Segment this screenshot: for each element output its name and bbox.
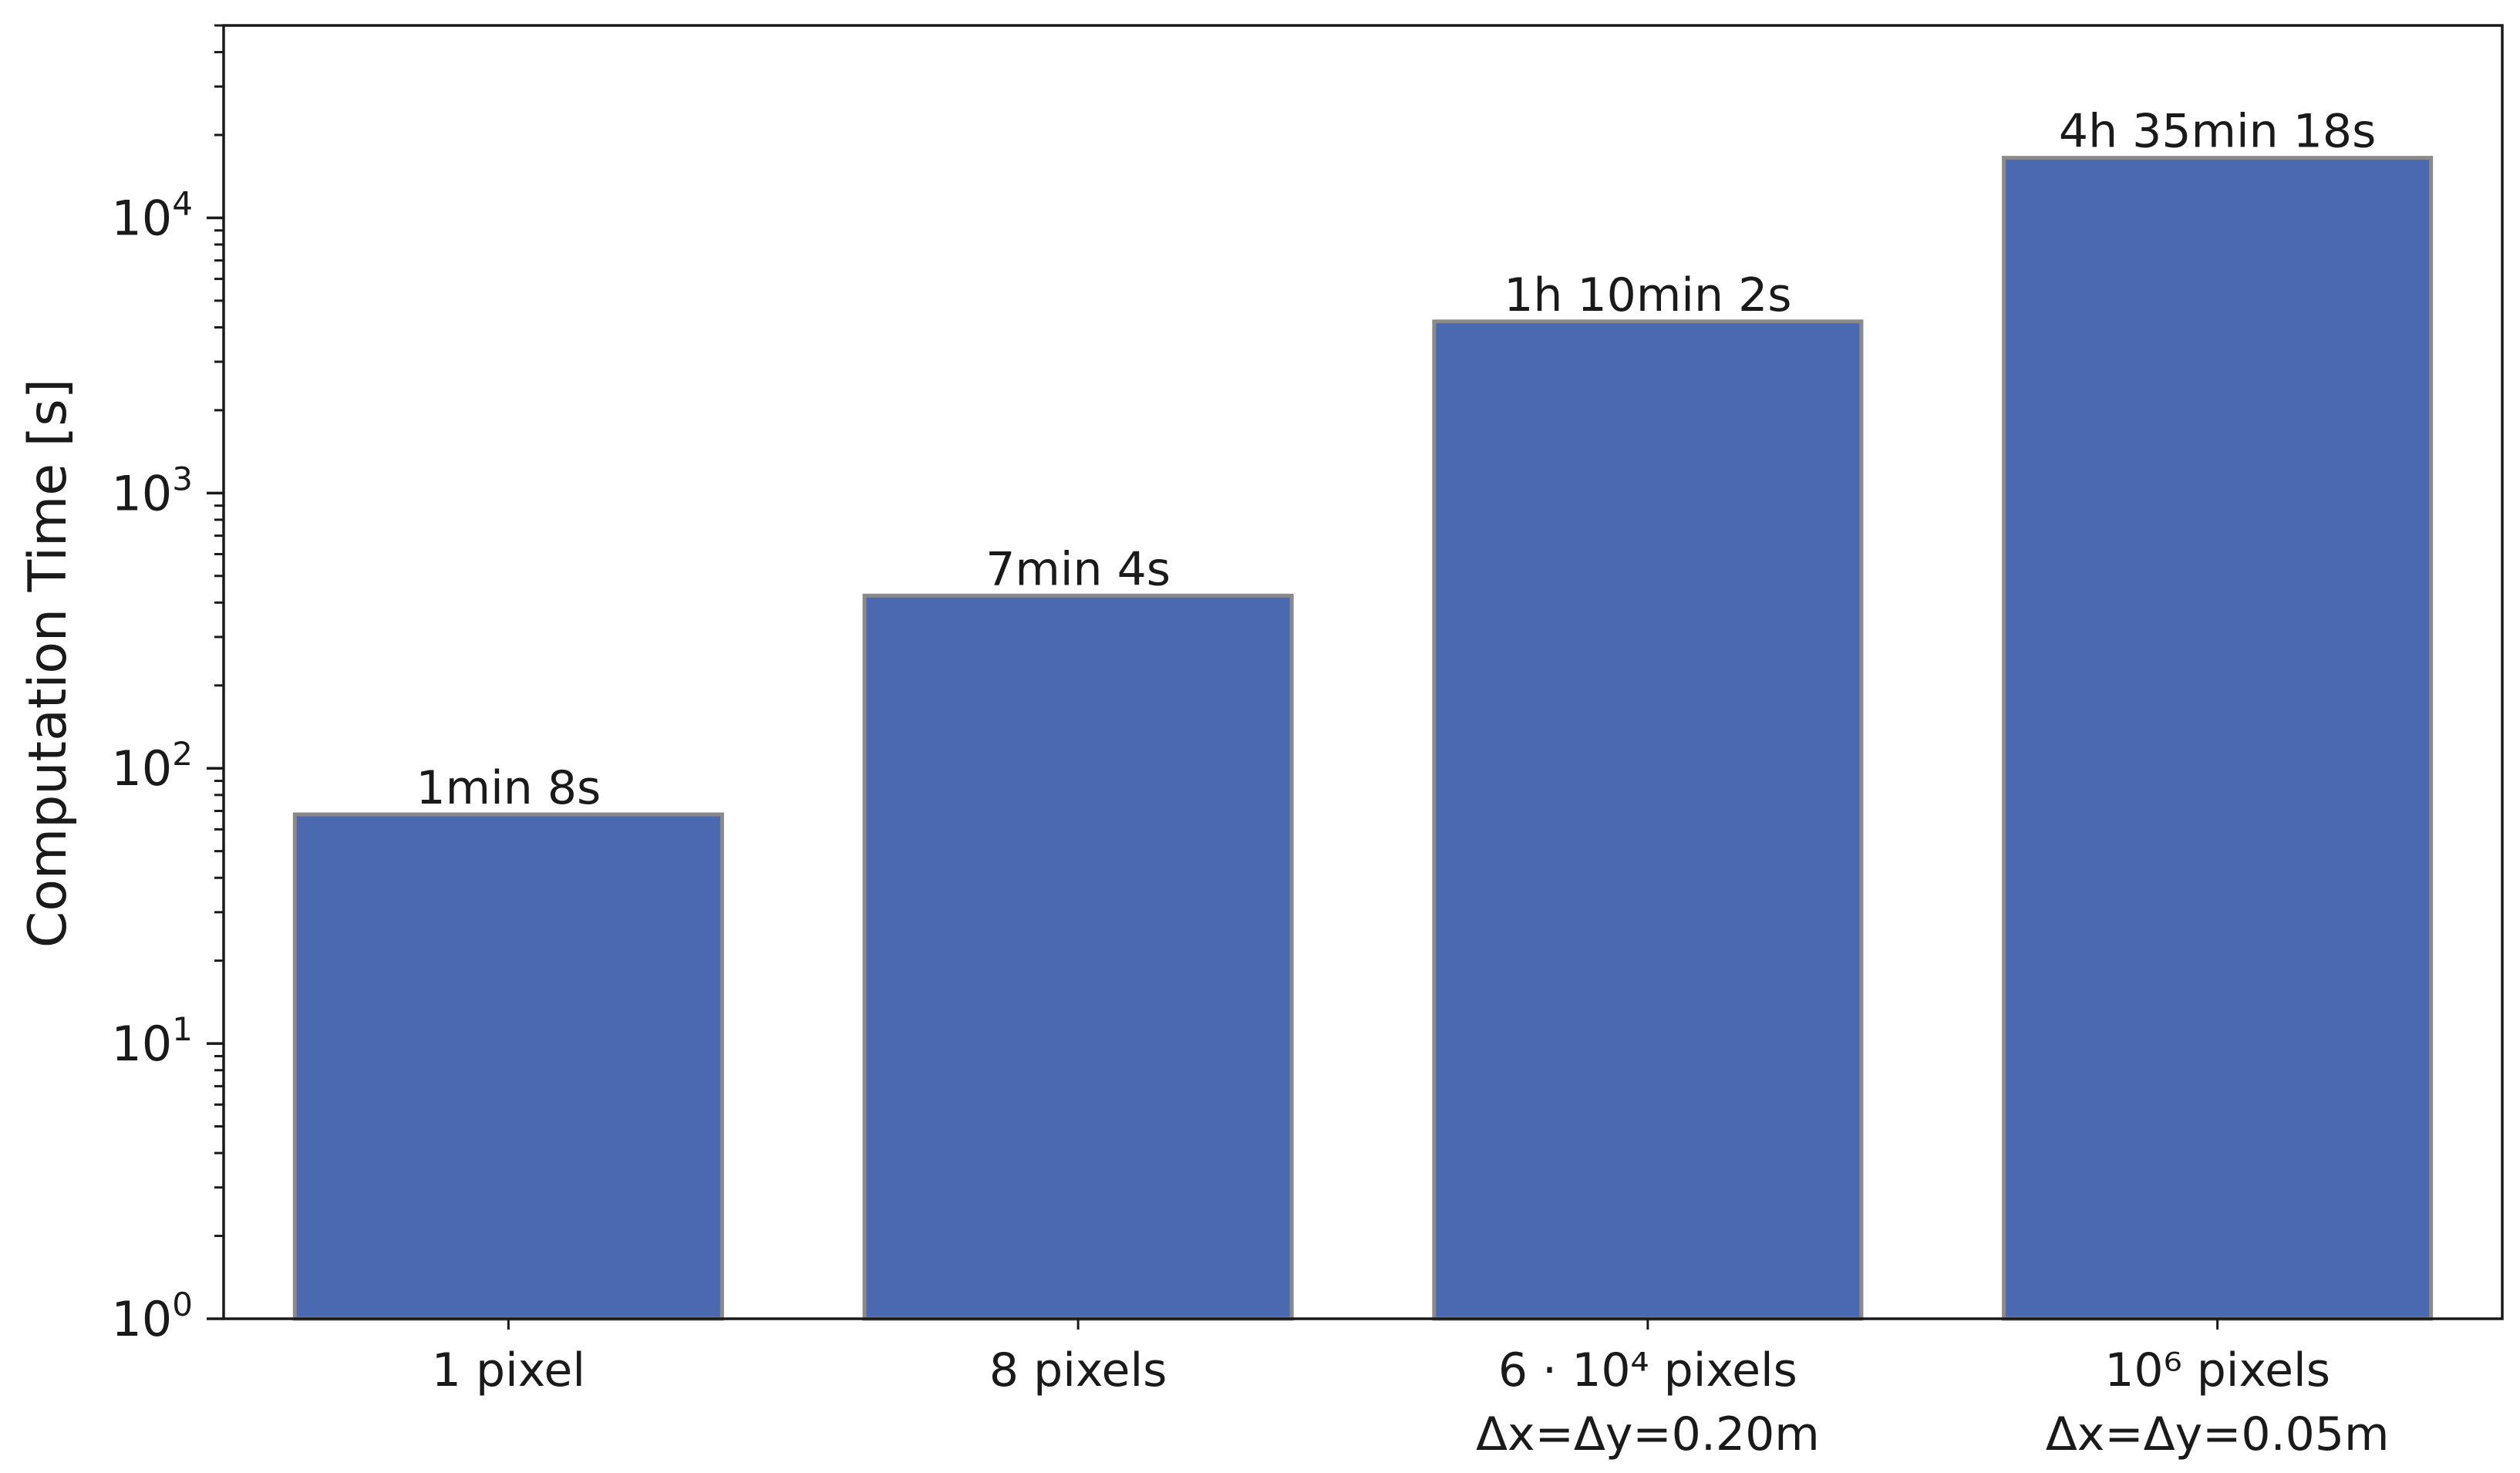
data-label-1: 1min 8s [416, 761, 601, 815]
bars-group [292, 156, 2434, 1321]
data-label-3: 1h 10min 2s [1504, 268, 1791, 322]
data-labels-group: 1min 8s 7min 4s 1h 10min 2s 4h 35min 18s [416, 105, 2376, 815]
plot-frame [222, 24, 2504, 1320]
y-tick-exponent-2: 2 [172, 735, 193, 773]
y-tick-exponent-3: 3 [172, 460, 193, 497]
data-label-2: 7min 4s [985, 542, 1171, 596]
y-tick-base-2: 10 [111, 740, 172, 797]
y-tick-exponent-1: 1 [172, 1010, 193, 1048]
bar-3 [1432, 319, 1864, 1321]
x-tick-label-3-line-2: Δx=Δy=0.20m [1476, 1407, 1820, 1461]
y-tick-label-4: 104 [111, 184, 193, 246]
y-tick-label-1: 101 [111, 1010, 193, 1072]
x-tick-label-1: 1 pixel [432, 1343, 585, 1397]
y-tick-label-2: 102 [111, 735, 193, 797]
bar-1 [292, 812, 724, 1321]
bar-4 [2002, 156, 2434, 1321]
data-label-4: 4h 35min 18s [2059, 105, 2376, 159]
x-tick-label-4-line-2: Δx=Δy=0.05m [2046, 1407, 2390, 1461]
bar-2 [862, 593, 1294, 1321]
y-tick-base-4: 10 [111, 190, 172, 246]
y-tick-label-3: 103 [111, 460, 193, 521]
y-tick-base-3: 10 [111, 465, 172, 521]
y-tick-base-1: 10 [111, 1016, 172, 1072]
y-tick-exponent-0: 0 [172, 1286, 193, 1323]
x-tick-label-4: 10⁶ pixels [2104, 1343, 2330, 1397]
x-tick-label-2: 8 pixels [989, 1343, 1167, 1397]
y-tick-exponent-4: 4 [172, 184, 193, 222]
axes-group: 1 pixel 8 pixels 6 · 10⁴ pixels Δx=Δy=0.20m… [111, 24, 2504, 1461]
x-tick-label-3: 6 · 10⁴ pixels [1498, 1343, 1797, 1397]
y-tick-label-0: 100 [111, 1286, 193, 1347]
y-axis-label: Computation Time [s] [18, 379, 79, 948]
y-tick-base-0: 10 [111, 1291, 172, 1347]
